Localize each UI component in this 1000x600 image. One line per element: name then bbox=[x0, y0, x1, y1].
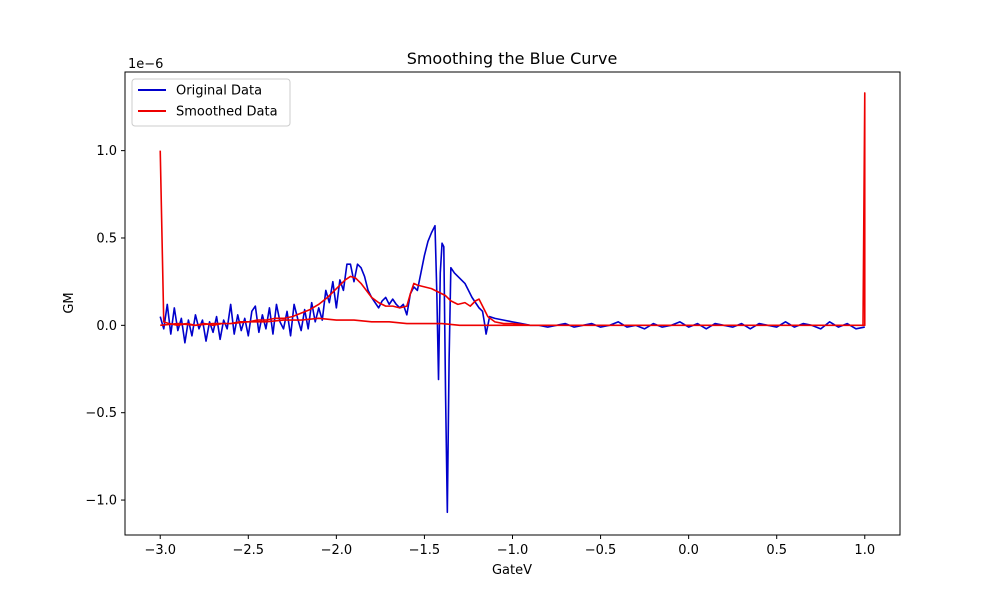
x-tick-label: −2.0 bbox=[321, 543, 353, 558]
y-tick-label: −0.5 bbox=[85, 406, 117, 421]
chart-title: Smoothing the Blue Curve bbox=[407, 49, 618, 68]
x-axis-label: GateV bbox=[492, 563, 532, 578]
x-tick-label: 0.0 bbox=[678, 543, 699, 558]
x-tick-label: −1.0 bbox=[497, 543, 529, 558]
y-tick-label: 0.0 bbox=[96, 319, 117, 334]
legend-label-original-data: Original Data bbox=[176, 84, 262, 99]
series-line-original-data bbox=[159, 224, 865, 514]
x-tick-label: −0.5 bbox=[585, 543, 617, 558]
axes-frame bbox=[124, 71, 901, 536]
x-tick-label: 1.0 bbox=[854, 543, 875, 558]
y-tick-label: −1.0 bbox=[85, 494, 117, 509]
legend-label-smoothed-data: Smoothed Data bbox=[176, 105, 278, 120]
x-tick-label: 0.5 bbox=[766, 543, 787, 558]
x-tick-label: −1.5 bbox=[409, 543, 441, 558]
y-tick-label: 0.5 bbox=[96, 231, 117, 246]
legend-box bbox=[131, 78, 291, 127]
y-axis-scale-label: 1e−6 bbox=[128, 57, 163, 72]
legend: Original Data Smoothed Data bbox=[131, 78, 291, 127]
series-line-smoothed-data bbox=[159, 92, 866, 327]
x-tick-label: −3.0 bbox=[144, 543, 176, 558]
y-axis-label: GM bbox=[62, 292, 77, 313]
plot-area bbox=[159, 92, 866, 514]
x-axis: −3.0 −2.5 −2.0 −1.5 −1.0 −0.5 0.0 0.5 1.0 bbox=[144, 535, 875, 558]
y-tick-label: 1.0 bbox=[96, 144, 117, 159]
y-axis: −1.0 −0.5 0.0 0.5 1.0 bbox=[85, 144, 125, 509]
x-tick-label: −2.5 bbox=[233, 543, 265, 558]
